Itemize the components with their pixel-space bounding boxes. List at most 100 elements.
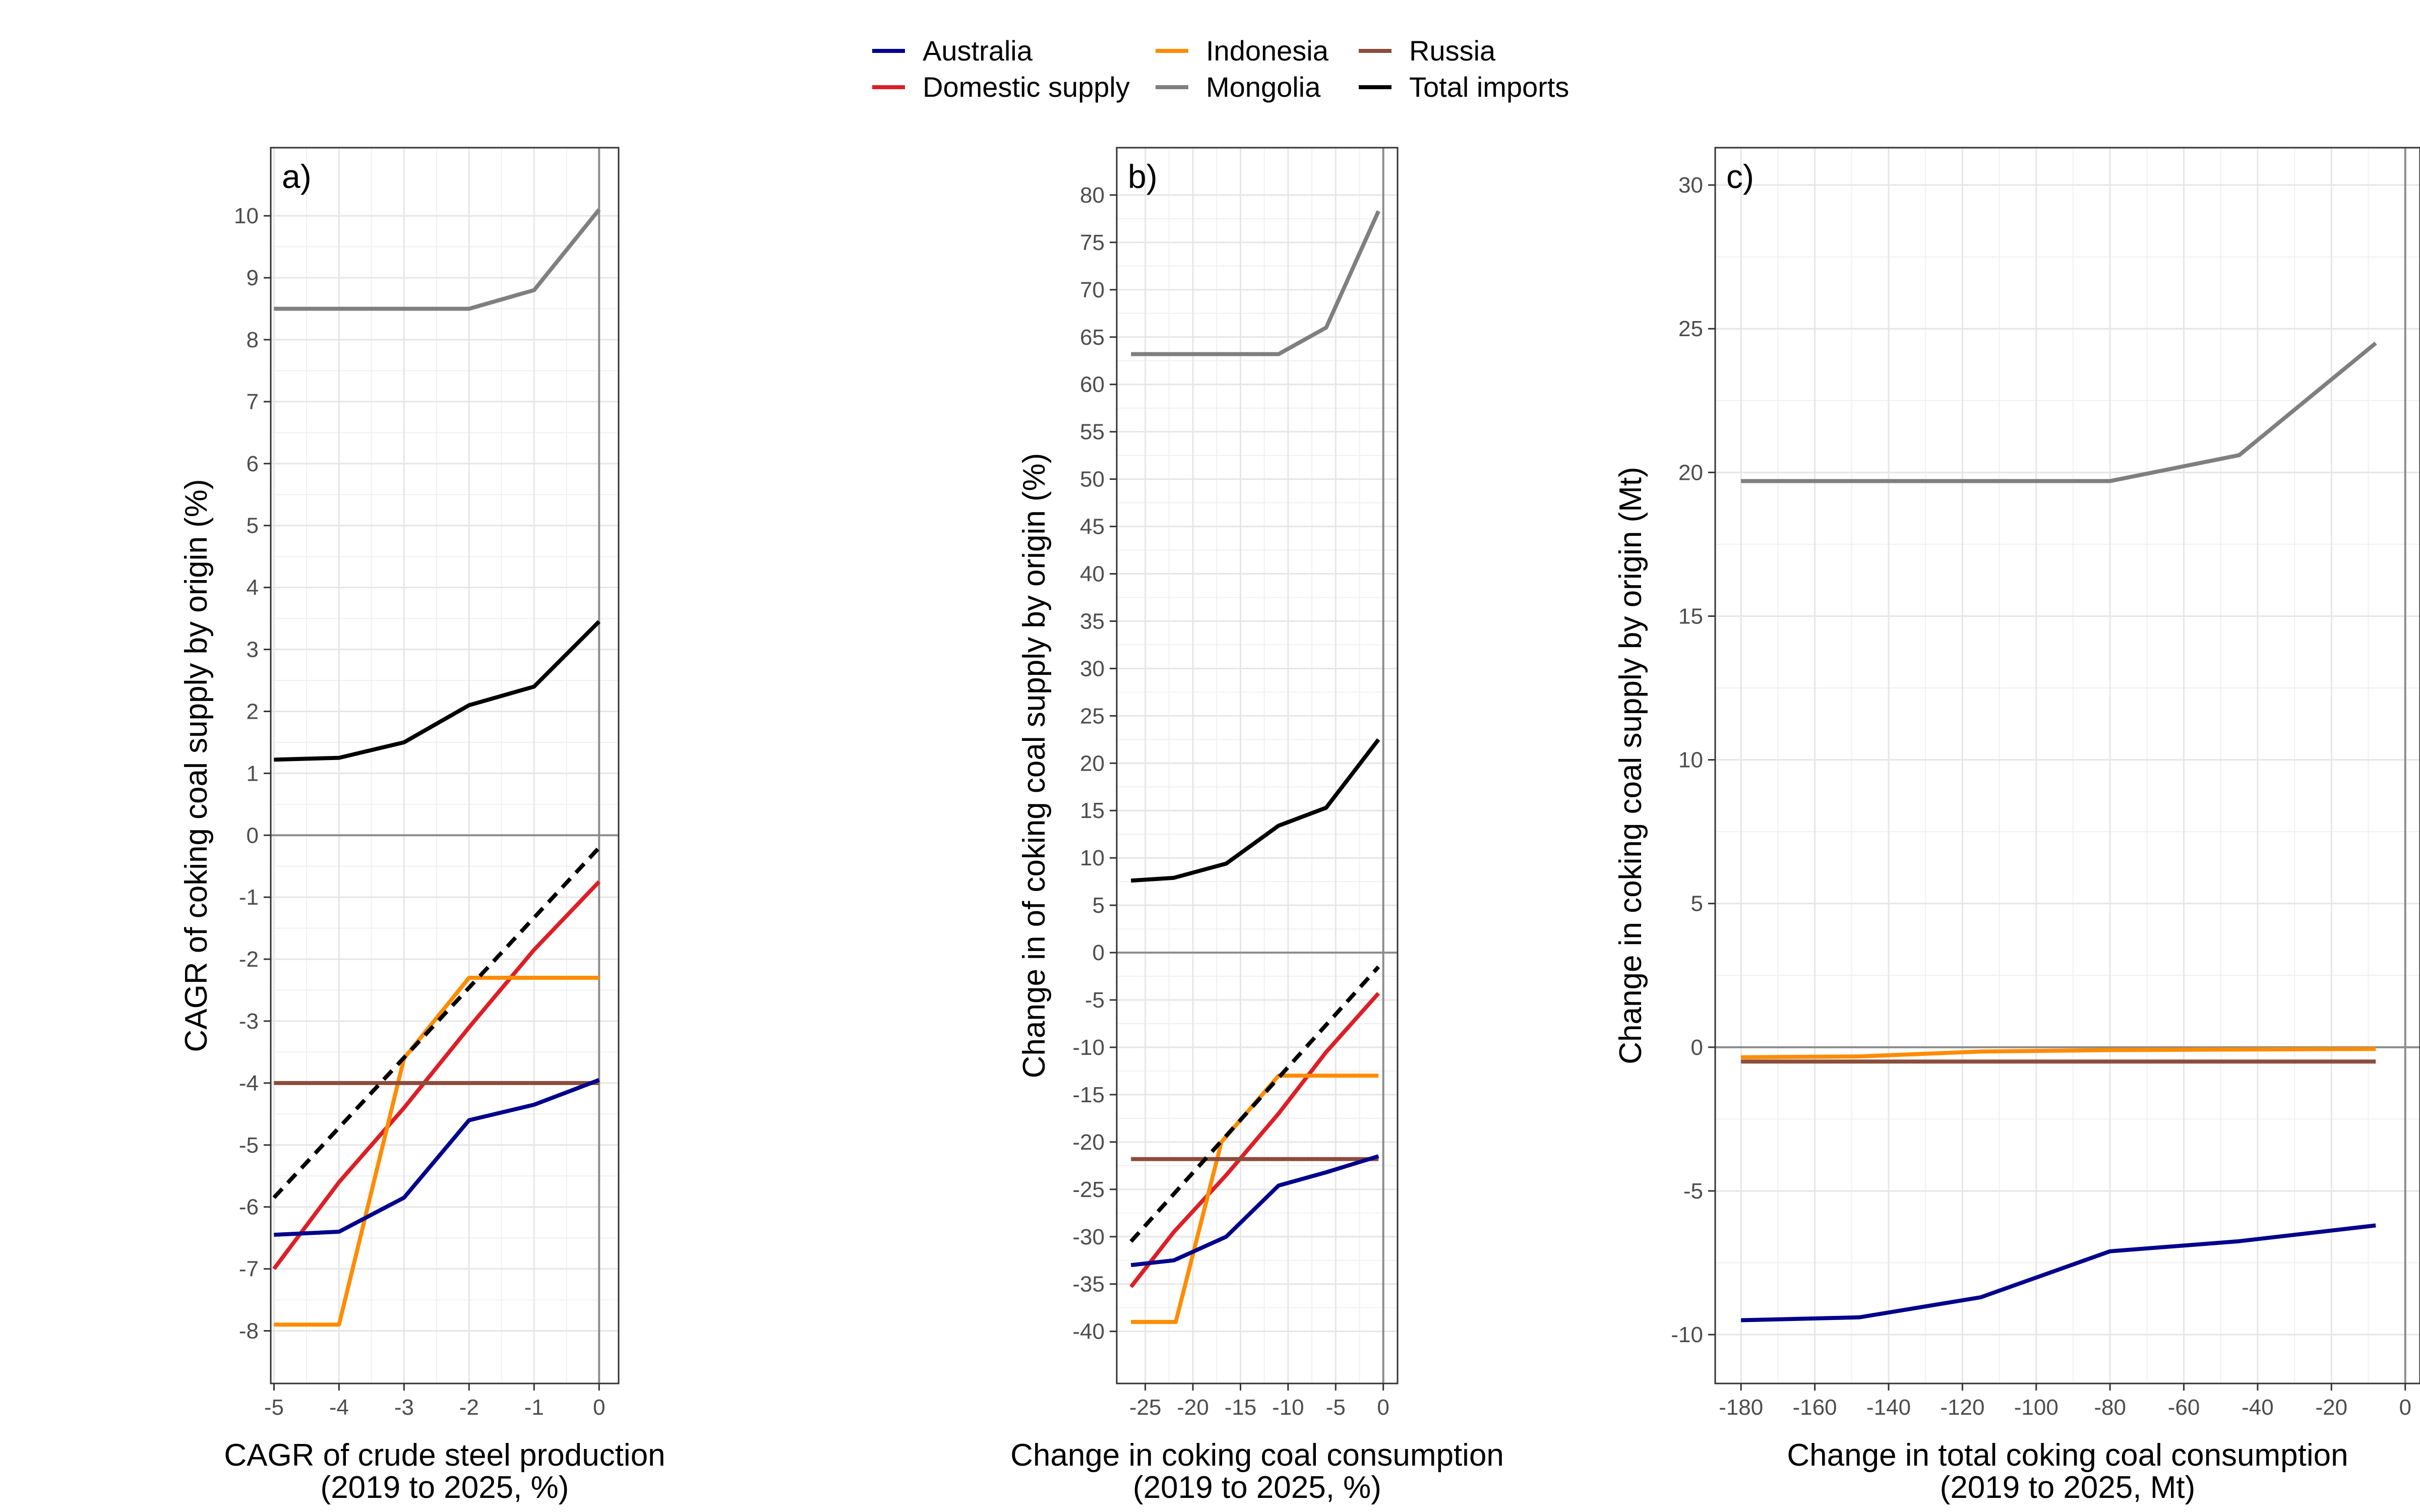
panel-c: -10 -5 0 5 10 15 20 25 30 -180 -160 -140 -120 -100 -80… xyxy=(1613,147,2420,1505)
y-tick-label: 1 xyxy=(247,761,259,786)
legend-label-russia: Russia xyxy=(1409,35,1496,67)
x-axis-title-line-1: Change in total coking coal consumption xyxy=(1787,1438,2348,1473)
y-tick-label: 60 xyxy=(1080,372,1105,397)
y-tick-label: 20 xyxy=(1080,751,1105,776)
y-tick-label: 65 xyxy=(1080,325,1105,350)
y-tick-label: 80 xyxy=(1080,183,1105,208)
y-tick-label: -8 xyxy=(239,1319,259,1344)
x-axis-title-line-1: Change in coking coal consumption xyxy=(1010,1438,1504,1473)
panel-a: -8 -7 -6 -5 -4 -3 -2 -1 0 1 2 3 4 5 6 7 8 9 10 -5 -4 -3 -2 -1 0 a… xyxy=(179,147,666,1505)
x-tick-label: 0 xyxy=(1377,1395,1389,1420)
y-axis-title: CAGR of coking coal supply by origin (%) xyxy=(179,479,214,1052)
y-tick-label: 25 xyxy=(1678,317,1703,341)
panel-b: -40 -35 -30 -25 -20 -15 -10 -5 0 5 10 15 20 25 30 35 40 4… xyxy=(1010,147,1504,1505)
y-tick-label: 0 xyxy=(1691,1035,1703,1060)
y-tick-label: 35 xyxy=(1080,609,1105,634)
y-tick-label: 15 xyxy=(1080,798,1105,823)
y-tick-label: -20 xyxy=(1072,1130,1105,1155)
y-tick-label: 70 xyxy=(1080,278,1105,302)
y-tick-label: 40 xyxy=(1080,562,1105,587)
y-tick-label: -10 xyxy=(1671,1322,1703,1347)
x-tick-label: -5 xyxy=(264,1395,284,1420)
x-tick-label: -4 xyxy=(329,1395,349,1420)
y-tick-label: 5 xyxy=(1093,893,1105,918)
x-tick-label: -5 xyxy=(1326,1395,1346,1420)
x-tick-label: -140 xyxy=(1866,1395,1911,1420)
x-tick-label: -120 xyxy=(1940,1395,1984,1420)
series-line-domestic-supply xyxy=(272,880,601,1271)
series-line-domestic-supply xyxy=(1129,992,1380,1288)
x-tick-label: -20 xyxy=(2316,1395,2348,1420)
series-line-australia xyxy=(274,1078,600,1237)
x-tick-label: -80 xyxy=(2094,1395,2126,1420)
plot-border xyxy=(1116,147,1399,1384)
y-tick-label: 10 xyxy=(1080,846,1105,870)
y-tick-label: 50 xyxy=(1080,467,1105,492)
x-tick-label: 0 xyxy=(593,1395,605,1420)
y-tick-label: 0 xyxy=(247,823,259,848)
legend-label-total-imports: Total imports xyxy=(1409,71,1569,103)
x-tick-label: -160 xyxy=(1793,1395,1837,1420)
y-tick-label: -10 xyxy=(1072,1035,1105,1060)
x-tick-label: -10 xyxy=(1272,1395,1304,1420)
x-axis-title-line-1: CAGR of crude steel production xyxy=(224,1438,665,1473)
x-axis-title-line-2: (2019 to 2025, %) xyxy=(1133,1470,1381,1505)
x-tick-label: -100 xyxy=(2014,1395,2059,1420)
x-tick-label: -2 xyxy=(459,1395,479,1420)
legend-label-mongolia: Mongolia xyxy=(1206,71,1321,103)
x-tick-label: -40 xyxy=(2242,1395,2274,1420)
panel-label: c) xyxy=(1726,158,1754,195)
y-tick-label: 5 xyxy=(1691,892,1703,916)
y-tick-label: -4 xyxy=(239,1071,259,1096)
y-tick-label: 55 xyxy=(1080,420,1105,445)
x-tick-label: -180 xyxy=(1719,1395,1763,1420)
y-tick-label: -5 xyxy=(1683,1179,1703,1204)
series-line-mongolia xyxy=(1131,210,1380,356)
y-tick-label: 25 xyxy=(1080,704,1105,728)
series-line-australia xyxy=(1130,1154,1379,1268)
y-tick-label: 2 xyxy=(247,699,259,724)
legend-label-domestic-supply: Domestic supply xyxy=(923,71,1130,103)
y-tick-label: -5 xyxy=(239,1133,259,1158)
y-tick-label: 30 xyxy=(1678,173,1703,198)
y-tick-label: -2 xyxy=(239,947,259,972)
series-line-total-imports xyxy=(1131,738,1380,883)
x-tick-label: -25 xyxy=(1129,1395,1162,1420)
panel-label: a) xyxy=(282,158,312,195)
series-line-mongolia xyxy=(274,208,601,311)
series-line-australia xyxy=(1741,1223,2376,1322)
y-tick-label: -6 xyxy=(239,1195,259,1220)
series-line-indonesia xyxy=(1741,1047,2376,1059)
y-tick-label: 10 xyxy=(1678,748,1703,773)
x-tick-label: -1 xyxy=(524,1395,544,1420)
y-tick-label: -15 xyxy=(1072,1083,1105,1107)
series-line-indonesia xyxy=(1131,1074,1379,1324)
y-tick-label: 5 xyxy=(247,514,259,538)
x-tick-label: -3 xyxy=(394,1395,414,1420)
y-tick-label: -5 xyxy=(1085,988,1105,1013)
y-tick-label: 3 xyxy=(247,638,259,662)
y-axis-title: Change in of coking coal supply by origi… xyxy=(1017,453,1052,1079)
plot-background xyxy=(1117,148,1398,1383)
plot-background xyxy=(271,148,619,1383)
y-tick-label: 8 xyxy=(247,328,259,352)
y-tick-label: -30 xyxy=(1072,1225,1105,1249)
y-tick-label: 30 xyxy=(1080,656,1105,681)
y-tick-label: 75 xyxy=(1080,230,1105,255)
y-tick-label: 6 xyxy=(247,452,259,476)
y-tick-label: -3 xyxy=(239,1009,259,1034)
y-tick-label: -1 xyxy=(239,885,259,910)
x-axis-title-line-2: (2019 to 2025, Mt) xyxy=(1940,1470,2196,1505)
y-tick-label: 10 xyxy=(234,204,259,228)
y-tick-label: 4 xyxy=(247,576,259,600)
y-tick-label: -40 xyxy=(1072,1319,1105,1344)
legend-label-australia: Australia xyxy=(923,35,1033,67)
legend: Australia Domestic supply Indonesia Mong… xyxy=(872,35,1569,103)
x-tick-label: -15 xyxy=(1225,1395,1257,1420)
y-tick-label: 20 xyxy=(1678,460,1703,485)
y-tick-label: 7 xyxy=(247,390,259,414)
series-line-indonesia xyxy=(274,976,599,1327)
y-tick-label: -25 xyxy=(1072,1177,1105,1202)
y-tick-label: -7 xyxy=(239,1257,259,1282)
